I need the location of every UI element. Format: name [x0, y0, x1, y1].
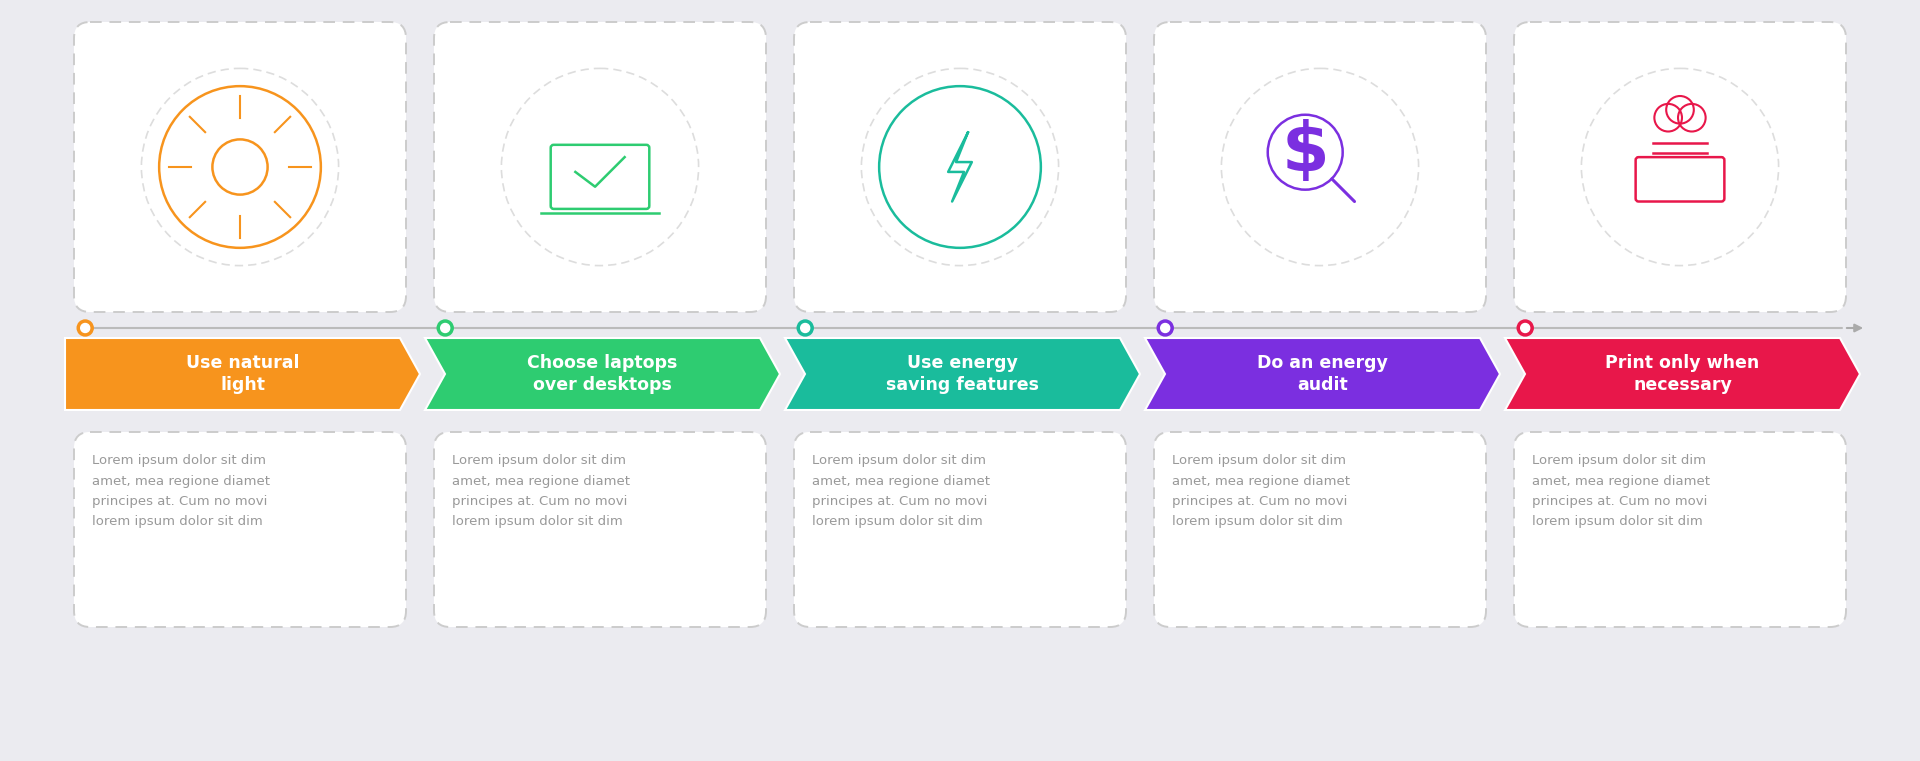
Text: Use natural
light: Use natural light [186, 354, 300, 394]
FancyBboxPatch shape [434, 432, 766, 627]
Circle shape [1162, 323, 1169, 333]
Circle shape [1517, 320, 1534, 336]
FancyBboxPatch shape [795, 432, 1125, 627]
FancyBboxPatch shape [1515, 22, 1845, 312]
FancyBboxPatch shape [1154, 22, 1486, 312]
FancyBboxPatch shape [1515, 432, 1845, 627]
FancyBboxPatch shape [795, 22, 1125, 312]
Polygon shape [424, 338, 780, 410]
Circle shape [442, 323, 449, 333]
Polygon shape [1144, 338, 1500, 410]
Circle shape [438, 320, 453, 336]
Text: Lorem ipsum dolor sit dim
amet, mea regione diamet
principes at. Cum no movi
lor: Lorem ipsum dolor sit dim amet, mea regi… [1532, 454, 1711, 528]
FancyBboxPatch shape [1154, 432, 1486, 627]
Polygon shape [1505, 338, 1860, 410]
FancyBboxPatch shape [75, 432, 405, 627]
Circle shape [801, 323, 810, 333]
Text: Choose laptops
over desktops: Choose laptops over desktops [528, 354, 678, 394]
Text: $: $ [1281, 119, 1329, 185]
Text: Lorem ipsum dolor sit dim
amet, mea regione diamet
principes at. Cum no movi
lor: Lorem ipsum dolor sit dim amet, mea regi… [92, 454, 271, 528]
Text: Lorem ipsum dolor sit dim
amet, mea regione diamet
principes at. Cum no movi
lor: Lorem ipsum dolor sit dim amet, mea regi… [451, 454, 630, 528]
Polygon shape [65, 338, 420, 410]
FancyBboxPatch shape [75, 22, 405, 312]
Polygon shape [785, 338, 1140, 410]
Text: Do an energy
audit: Do an energy audit [1258, 354, 1388, 394]
Text: Lorem ipsum dolor sit dim
amet, mea regione diamet
principes at. Cum no movi
lor: Lorem ipsum dolor sit dim amet, mea regi… [1171, 454, 1350, 528]
Circle shape [81, 323, 90, 333]
Text: Use energy
saving features: Use energy saving features [885, 354, 1039, 394]
Text: Print only when
necessary: Print only when necessary [1605, 354, 1759, 394]
Text: Lorem ipsum dolor sit dim
amet, mea regione diamet
principes at. Cum no movi
lor: Lorem ipsum dolor sit dim amet, mea regi… [812, 454, 991, 528]
FancyBboxPatch shape [434, 22, 766, 312]
Circle shape [77, 320, 94, 336]
Circle shape [797, 320, 814, 336]
Circle shape [1158, 320, 1173, 336]
Circle shape [1521, 323, 1530, 333]
